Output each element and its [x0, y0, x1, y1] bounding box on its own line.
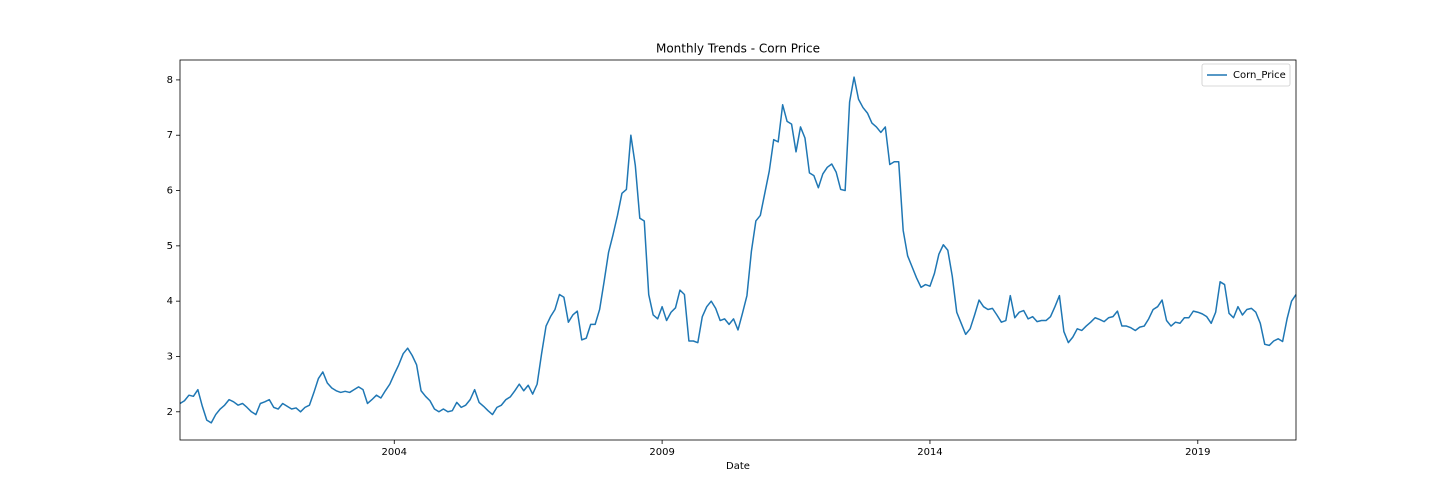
x-tick-label: 2004 — [382, 447, 407, 458]
y-tick-label: 8 — [167, 75, 173, 86]
axes-frame — [179, 59, 1297, 441]
x-tick-label: 2014 — [917, 447, 942, 458]
x-tick-label: 2009 — [649, 447, 674, 458]
y-tick-label: 7 — [167, 130, 173, 141]
x-axis-label: Date — [726, 461, 750, 472]
legend-box — [1201, 63, 1291, 87]
y-tick-label: 3 — [167, 351, 173, 362]
data-line — [179, 76, 1297, 424]
y-tick-label: 4 — [167, 296, 173, 307]
y-tick-label: 5 — [167, 241, 173, 252]
legend-label: Corn_Price — [1233, 70, 1286, 81]
y-tick-label: 6 — [167, 186, 173, 197]
x-tick-label: 2019 — [1185, 447, 1210, 458]
chart-title: Monthly Trends - Corn Price — [656, 42, 820, 56]
y-tick-label: 2 — [167, 407, 173, 418]
